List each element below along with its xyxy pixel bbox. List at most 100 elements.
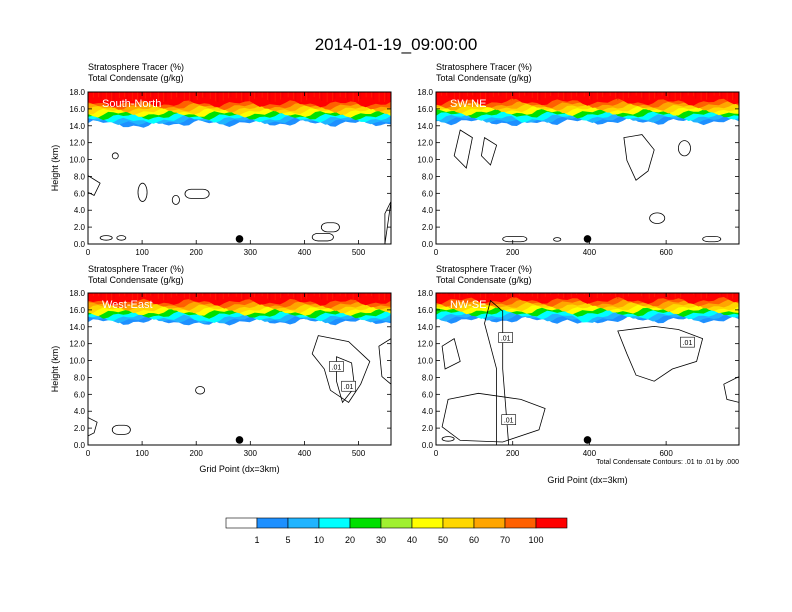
- y-tick-label: 8.0: [422, 172, 434, 181]
- contour-line: [441, 392, 546, 443]
- colorbar-swatch: [504, 517, 537, 529]
- y-tick-label: 4.0: [422, 407, 434, 416]
- x-tick-label: 400: [583, 449, 597, 458]
- condensate-contours: [441, 299, 739, 445]
- location-marker: [235, 436, 244, 444]
- colorbar-swatch: [225, 517, 258, 529]
- y-tick-label: 14.0: [69, 122, 85, 131]
- y-tick-label: 6.0: [74, 390, 86, 399]
- condensate-contours: [88, 335, 391, 437]
- contour-label: .01: [344, 384, 354, 391]
- contour-line: [553, 237, 562, 242]
- panel-label: SW-NE: [450, 98, 486, 110]
- y-tick-label: 10.0: [417, 357, 433, 366]
- panel-sw-ne: Stratosphere Tracer (%) Total Condensate…: [417, 62, 740, 257]
- y-tick-label: 8.0: [74, 373, 86, 382]
- colorbar-label: 60: [469, 535, 479, 545]
- contour-line: [384, 201, 391, 244]
- y-tick-label: 10.0: [417, 156, 433, 165]
- y-axis-title: Height (km): [50, 346, 60, 393]
- panel-header-condensate: Total Condensate (g/kg): [436, 275, 532, 285]
- figure-title: 2014-01-19_09:00:00: [315, 35, 478, 54]
- x-tick-label: 0: [434, 449, 439, 458]
- x-tick-label: 100: [135, 248, 149, 257]
- colorbar-label: 1: [254, 535, 259, 545]
- contour-line: [195, 386, 206, 395]
- contour-line: [336, 356, 356, 404]
- colorbar-swatch: [411, 517, 444, 529]
- contour-line: [171, 194, 180, 205]
- x-tick-label: 600: [659, 449, 673, 458]
- plot-area: .01 .01 .01 NW-SE 0.0 2.0 4.0 6.0 8.0 10.0 12.0 14.…: [417, 289, 740, 485]
- x-tick-label: 0: [86, 248, 91, 257]
- colorbar-swatch: [318, 517, 351, 529]
- contour-line: [184, 188, 210, 199]
- colorbar-label: 40: [407, 535, 417, 545]
- colorbar-label: 70: [500, 535, 510, 545]
- contour-label-box: [498, 332, 513, 343]
- y-tick-label: 0.0: [74, 240, 86, 249]
- panel-header-tracer: Stratosphere Tracer (%): [436, 62, 532, 72]
- panel-west-east: Stratosphere Tracer (%) Total Condensate…: [50, 264, 392, 474]
- contour-line: [378, 338, 391, 385]
- x-tick-label: 200: [190, 248, 204, 257]
- panel-header-condensate: Total Condensate (g/kg): [88, 275, 184, 285]
- contour-label: .01: [683, 340, 693, 347]
- y-axis-title: Height (km): [50, 145, 60, 192]
- x-tick-label: 0: [434, 248, 439, 257]
- x-tick-label: 600: [659, 248, 673, 257]
- contour-line: [441, 436, 455, 442]
- y-tick-label: 6.0: [422, 189, 434, 198]
- condensate-contours: [453, 129, 722, 243]
- plot-frame: [87, 292, 392, 446]
- x-tick-label: 300: [244, 248, 258, 257]
- plot-frame: [435, 91, 740, 245]
- x-axis-title: Grid Point (dx=3km): [199, 464, 279, 474]
- plot-frame: [87, 91, 392, 245]
- panel-label: South-North: [102, 98, 161, 110]
- y-tick-label: 12.0: [69, 340, 85, 349]
- contour-line: [441, 337, 461, 370]
- contour-line: [617, 325, 704, 382]
- panel-nw-se: Stratosphere Tracer (%) Total Condensate…: [417, 264, 740, 485]
- contour-line: [480, 136, 498, 166]
- contour-line: [623, 134, 655, 181]
- colorbar-label: 100: [528, 535, 543, 545]
- tracer-field: [88, 92, 391, 128]
- x-tick-label: 500: [352, 449, 366, 458]
- panel-header-condensate: Total Condensate (g/kg): [436, 73, 532, 83]
- contour-line: [111, 424, 131, 435]
- x-tick-label: 400: [298, 248, 312, 257]
- contour-line: [116, 235, 127, 241]
- y-tick-label: 16.0: [69, 306, 85, 315]
- y-tick-label: 10.0: [69, 357, 85, 366]
- contour-line: [311, 335, 371, 403]
- plot-frame: [435, 292, 740, 446]
- y-tick-label: 18.0: [69, 289, 85, 298]
- location-marker: [235, 235, 244, 243]
- panel-header-condensate: Total Condensate (g/kg): [88, 73, 184, 83]
- colorbar-label: 30: [376, 535, 386, 545]
- y-tick-label: 14.0: [417, 323, 433, 332]
- y-tick-label: 2.0: [422, 223, 434, 232]
- contour-label-box: [680, 336, 695, 348]
- y-tick-label: 4.0: [74, 206, 86, 215]
- y-tick-label: 18.0: [417, 88, 433, 97]
- y-tick-label: 6.0: [422, 390, 434, 399]
- contour-line: [678, 140, 691, 157]
- location-marker: [583, 235, 592, 243]
- colorbar-swatch: [287, 517, 320, 529]
- contour-label-box: [341, 380, 356, 392]
- y-tick-label: 16.0: [417, 105, 433, 114]
- contour-line: [88, 175, 101, 196]
- contour-line: [484, 299, 510, 445]
- panel-header-tracer: Stratosphere Tracer (%): [88, 62, 184, 72]
- contour-line: [111, 152, 119, 160]
- colorbar-swatch: [380, 517, 413, 529]
- colorbar-label: 50: [438, 535, 448, 545]
- y-tick-label: 2.0: [74, 424, 86, 433]
- x-tick-label: 500: [352, 248, 366, 257]
- y-tick-label: 12.0: [417, 139, 433, 148]
- colorbar: 1 5 10 20 30 40 50 60 70 100: [225, 517, 568, 545]
- y-tick-label: 14.0: [69, 323, 85, 332]
